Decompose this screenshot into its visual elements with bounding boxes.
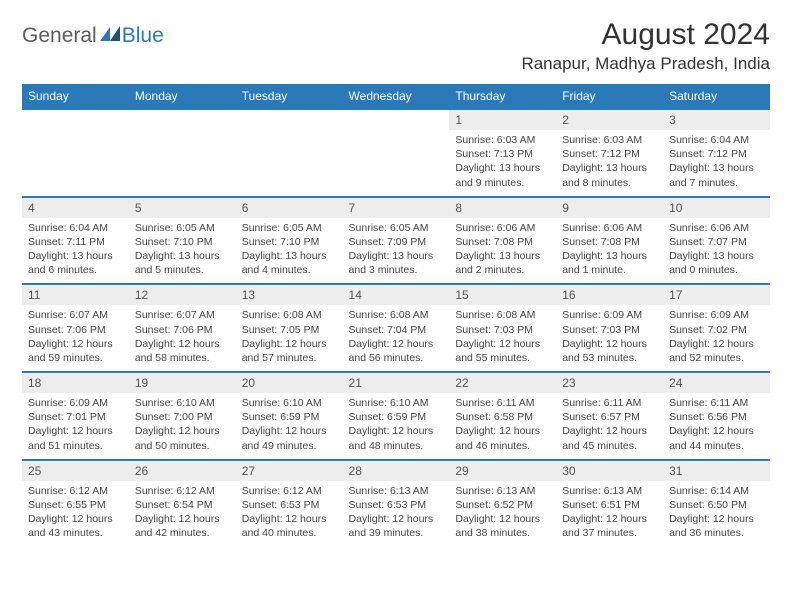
calendar-body: 123Sunrise: 6:03 AMSunset: 7:13 PMDaylig… — [22, 109, 770, 547]
brand-mark-icon — [100, 25, 122, 44]
header: General Blue August 2024 Ranapur, Madhya… — [22, 18, 770, 74]
day-number-cell: 19 — [129, 372, 236, 393]
day-number-cell — [129, 109, 236, 130]
day-info-cell — [236, 130, 343, 197]
day-header: Monday — [129, 84, 236, 109]
day-info-cell — [22, 130, 129, 197]
day-number-cell: 7 — [343, 197, 450, 218]
day-info-cell: Sunrise: 6:12 AMSunset: 6:53 PMDaylight:… — [236, 481, 343, 547]
day-info-cell: Sunrise: 6:11 AMSunset: 6:57 PMDaylight:… — [556, 393, 663, 460]
day-info-cell: Sunrise: 6:11 AMSunset: 6:58 PMDaylight:… — [449, 393, 556, 460]
day-number-cell: 9 — [556, 197, 663, 218]
day-info-cell: Sunrise: 6:03 AMSunset: 7:13 PMDaylight:… — [449, 130, 556, 197]
brand-part1: General — [22, 24, 97, 48]
day-number-cell: 24 — [663, 372, 770, 393]
day-number-cell: 13 — [236, 284, 343, 305]
day-number-cell: 1 — [449, 109, 556, 130]
calendar-table: SundayMondayTuesdayWednesdayThursdayFrid… — [22, 84, 770, 547]
day-number-cell: 14 — [343, 284, 450, 305]
location: Ranapur, Madhya Pradesh, India — [521, 54, 770, 74]
title-block: August 2024 Ranapur, Madhya Pradesh, Ind… — [521, 18, 770, 74]
day-info-cell: Sunrise: 6:13 AMSunset: 6:53 PMDaylight:… — [343, 481, 450, 547]
day-info-cell: Sunrise: 6:06 AMSunset: 7:08 PMDaylight:… — [556, 218, 663, 285]
day-info-cell: Sunrise: 6:12 AMSunset: 6:55 PMDaylight:… — [22, 481, 129, 547]
day-info-cell: Sunrise: 6:14 AMSunset: 6:50 PMDaylight:… — [663, 481, 770, 547]
day-info-cell: Sunrise: 6:07 AMSunset: 7:06 PMDaylight:… — [129, 305, 236, 372]
day-info-cell: Sunrise: 6:04 AMSunset: 7:11 PMDaylight:… — [22, 218, 129, 285]
day-number-cell: 3 — [663, 109, 770, 130]
day-number-cell: 31 — [663, 460, 770, 481]
day-number-cell: 8 — [449, 197, 556, 218]
day-header: Friday — [556, 84, 663, 109]
day-info-cell: Sunrise: 6:09 AMSunset: 7:03 PMDaylight:… — [556, 305, 663, 372]
day-number-cell: 5 — [129, 197, 236, 218]
day-number-cell: 17 — [663, 284, 770, 305]
day-info-cell: Sunrise: 6:08 AMSunset: 7:05 PMDaylight:… — [236, 305, 343, 372]
day-number-cell: 29 — [449, 460, 556, 481]
brand-part2: Blue — [122, 24, 164, 48]
day-header: Thursday — [449, 84, 556, 109]
day-number-cell: 30 — [556, 460, 663, 481]
day-header: Sunday — [22, 84, 129, 109]
day-number-cell: 10 — [663, 197, 770, 218]
day-header: Wednesday — [343, 84, 450, 109]
day-number-cell: 28 — [343, 460, 450, 481]
day-info-cell: Sunrise: 6:05 AMSunset: 7:10 PMDaylight:… — [236, 218, 343, 285]
day-info-cell: Sunrise: 6:08 AMSunset: 7:04 PMDaylight:… — [343, 305, 450, 372]
day-number-cell: 12 — [129, 284, 236, 305]
day-info-cell: Sunrise: 6:07 AMSunset: 7:06 PMDaylight:… — [22, 305, 129, 372]
day-number-cell: 21 — [343, 372, 450, 393]
day-info-cell: Sunrise: 6:06 AMSunset: 7:07 PMDaylight:… — [663, 218, 770, 285]
calendar-head: SundayMondayTuesdayWednesdayThursdayFrid… — [22, 84, 770, 109]
day-number-cell — [343, 109, 450, 130]
day-number-cell — [22, 109, 129, 130]
day-number-cell: 16 — [556, 284, 663, 305]
day-header: Tuesday — [236, 84, 343, 109]
day-info-cell: Sunrise: 6:13 AMSunset: 6:52 PMDaylight:… — [449, 481, 556, 547]
day-info-cell: Sunrise: 6:10 AMSunset: 6:59 PMDaylight:… — [236, 393, 343, 460]
day-info-cell: Sunrise: 6:05 AMSunset: 7:10 PMDaylight:… — [129, 218, 236, 285]
day-number-cell: 4 — [22, 197, 129, 218]
day-info-cell: Sunrise: 6:13 AMSunset: 6:51 PMDaylight:… — [556, 481, 663, 547]
day-header: Saturday — [663, 84, 770, 109]
day-number-cell — [236, 109, 343, 130]
day-number-cell: 11 — [22, 284, 129, 305]
day-info-cell: Sunrise: 6:05 AMSunset: 7:09 PMDaylight:… — [343, 218, 450, 285]
day-number-cell: 25 — [22, 460, 129, 481]
day-info-cell: Sunrise: 6:11 AMSunset: 6:56 PMDaylight:… — [663, 393, 770, 460]
day-number-cell: 23 — [556, 372, 663, 393]
day-info-cell: Sunrise: 6:06 AMSunset: 7:08 PMDaylight:… — [449, 218, 556, 285]
day-number-cell: 15 — [449, 284, 556, 305]
day-info-cell: Sunrise: 6:04 AMSunset: 7:12 PMDaylight:… — [663, 130, 770, 197]
day-number-cell: 27 — [236, 460, 343, 481]
day-info-cell: Sunrise: 6:10 AMSunset: 6:59 PMDaylight:… — [343, 393, 450, 460]
day-info-cell: Sunrise: 6:08 AMSunset: 7:03 PMDaylight:… — [449, 305, 556, 372]
month-title: August 2024 — [521, 18, 770, 52]
day-number-cell: 18 — [22, 372, 129, 393]
day-number-cell: 6 — [236, 197, 343, 218]
day-info-cell: Sunrise: 6:10 AMSunset: 7:00 PMDaylight:… — [129, 393, 236, 460]
day-info-cell: Sunrise: 6:12 AMSunset: 6:54 PMDaylight:… — [129, 481, 236, 547]
day-info-cell: Sunrise: 6:09 AMSunset: 7:02 PMDaylight:… — [663, 305, 770, 372]
day-info-cell — [343, 130, 450, 197]
brand-logo: General Blue — [22, 24, 164, 48]
day-info-cell — [129, 130, 236, 197]
day-number-cell: 2 — [556, 109, 663, 130]
day-info-cell: Sunrise: 6:03 AMSunset: 7:12 PMDaylight:… — [556, 130, 663, 197]
day-info-cell: Sunrise: 6:09 AMSunset: 7:01 PMDaylight:… — [22, 393, 129, 460]
day-number-cell: 22 — [449, 372, 556, 393]
day-number-cell: 26 — [129, 460, 236, 481]
day-number-cell: 20 — [236, 372, 343, 393]
